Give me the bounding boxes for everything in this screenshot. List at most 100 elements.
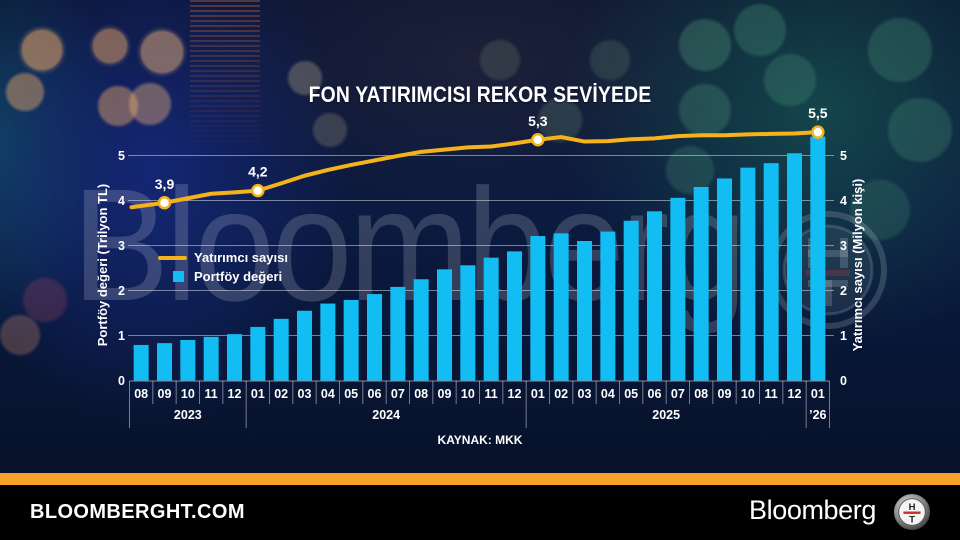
left-axis-title: Portföy değeri (Trilyon TL) (95, 183, 110, 347)
gridlines: 0 1 2 3 4 5 0 1 2 3 4 5 (118, 149, 847, 388)
bar (320, 303, 336, 381)
month-label: 11 (765, 387, 778, 401)
bar (343, 299, 359, 381)
month-label: 03 (298, 387, 312, 401)
year-label: ’26 (809, 408, 826, 422)
month-label: 11 (205, 387, 218, 401)
bar (157, 343, 172, 381)
bar (203, 336, 219, 381)
month-label: 08 (694, 387, 708, 401)
month-label: 02 (274, 387, 288, 401)
month-label: 09 (438, 387, 452, 401)
month-label: 09 (718, 387, 732, 401)
bar-series-portfoy-degeri (133, 136, 826, 381)
line-marker (811, 125, 825, 139)
line-marker (251, 183, 265, 198)
month-label: 12 (228, 387, 242, 401)
bloomberg-wordmark: Bloomberg (749, 495, 876, 525)
legend-label: Portföy değeri (194, 269, 283, 284)
bar (623, 220, 639, 381)
bar (810, 136, 826, 381)
month-label: 08 (134, 387, 148, 401)
right-tick-label: 4 (840, 194, 847, 208)
bar (273, 318, 289, 381)
data-label: 5,5 (808, 105, 828, 121)
month-label: 03 (578, 387, 592, 401)
bar (437, 269, 452, 381)
bar (717, 178, 732, 381)
bar (297, 310, 312, 381)
logo-h: H (909, 502, 916, 513)
month-label: 06 (648, 387, 662, 401)
right-tick-label: 0 (840, 374, 847, 388)
source-note: KAYNAK: MKK (437, 433, 523, 447)
month-label: 05 (624, 387, 638, 401)
bar (787, 153, 802, 381)
legend-item-line: Yatırımcı sayısı (158, 248, 288, 267)
month-label: 12 (508, 387, 522, 401)
month-label: 11 (485, 387, 498, 401)
month-label: 06 (368, 387, 382, 401)
right-axis-title: Yatırımcı sayısı (Milyon kişi) (850, 178, 865, 352)
line-swatch-icon (158, 255, 187, 260)
bar (180, 340, 196, 381)
data-label: 3,9 (155, 176, 175, 192)
bar (670, 197, 686, 381)
legend-item-bar: Portföy değeri (158, 267, 288, 286)
right-tick-label: 1 (840, 329, 847, 343)
bar (133, 344, 149, 381)
month-label: 10 (741, 387, 755, 401)
bar (367, 294, 382, 381)
line-marker (531, 133, 545, 147)
bar (740, 167, 756, 381)
left-tick-label: 5 (118, 149, 125, 163)
bar (763, 163, 779, 381)
bar-swatch-icon (173, 271, 184, 282)
site-url[interactable]: BLOOMBERGHT.COM (30, 501, 245, 523)
right-tick-label: 3 (840, 239, 847, 253)
month-label: 08 (414, 387, 428, 401)
month-label: 10 (461, 387, 475, 401)
month-label: 07 (391, 387, 405, 401)
ticker-streaks-decoration (190, 0, 260, 150)
bar (227, 334, 242, 381)
month-label: 07 (671, 387, 685, 401)
orange-divider-bar (0, 473, 960, 485)
month-label: 10 (181, 387, 195, 401)
chart-title: FON YATIRIMCISI REKOR SEVİYEDE (308, 82, 652, 107)
bar (413, 279, 429, 381)
line-marker (157, 196, 172, 210)
bar (647, 211, 662, 381)
logo-t: T (909, 514, 915, 525)
investor-count-line (129, 130, 820, 210)
right-tick-label: 5 (840, 149, 847, 163)
left-tick-label: 4 (118, 194, 125, 208)
bar (693, 187, 709, 381)
month-label: 01 (531, 387, 545, 401)
line-series-yatirimci-sayisi (129, 130, 820, 210)
month-label: 05 (344, 387, 358, 401)
bar (553, 233, 569, 381)
month-label: 04 (321, 387, 335, 401)
month-label: 01 (251, 387, 265, 401)
left-tick-label: 0 (118, 374, 125, 388)
footer: BLOOMBERGHT.COM Bloomberg H T (0, 485, 960, 540)
data-labels: 3,9 4,2 5,3 5,5 (155, 105, 828, 210)
year-label: 2023 (174, 408, 202, 422)
month-label: 04 (601, 387, 615, 401)
left-tick-label: 3 (118, 239, 125, 253)
month-label: 09 (158, 387, 172, 401)
bar (390, 286, 406, 381)
left-tick-label: 2 (118, 284, 125, 298)
bar (600, 231, 616, 381)
bar (577, 241, 592, 381)
bar (460, 265, 476, 381)
legend-label: Yatırımcı sayısı (194, 250, 288, 265)
legend: Yatırımcı sayısı Portföy değeri (158, 248, 288, 286)
data-label: 5,3 (528, 113, 548, 129)
bar (507, 251, 522, 381)
x-axis: 08 09 10 11 12 01 02 03 04 05 06 07 08 09 10 11 12 01 02 03… (129, 380, 830, 428)
year-label: 2024 (372, 408, 400, 422)
